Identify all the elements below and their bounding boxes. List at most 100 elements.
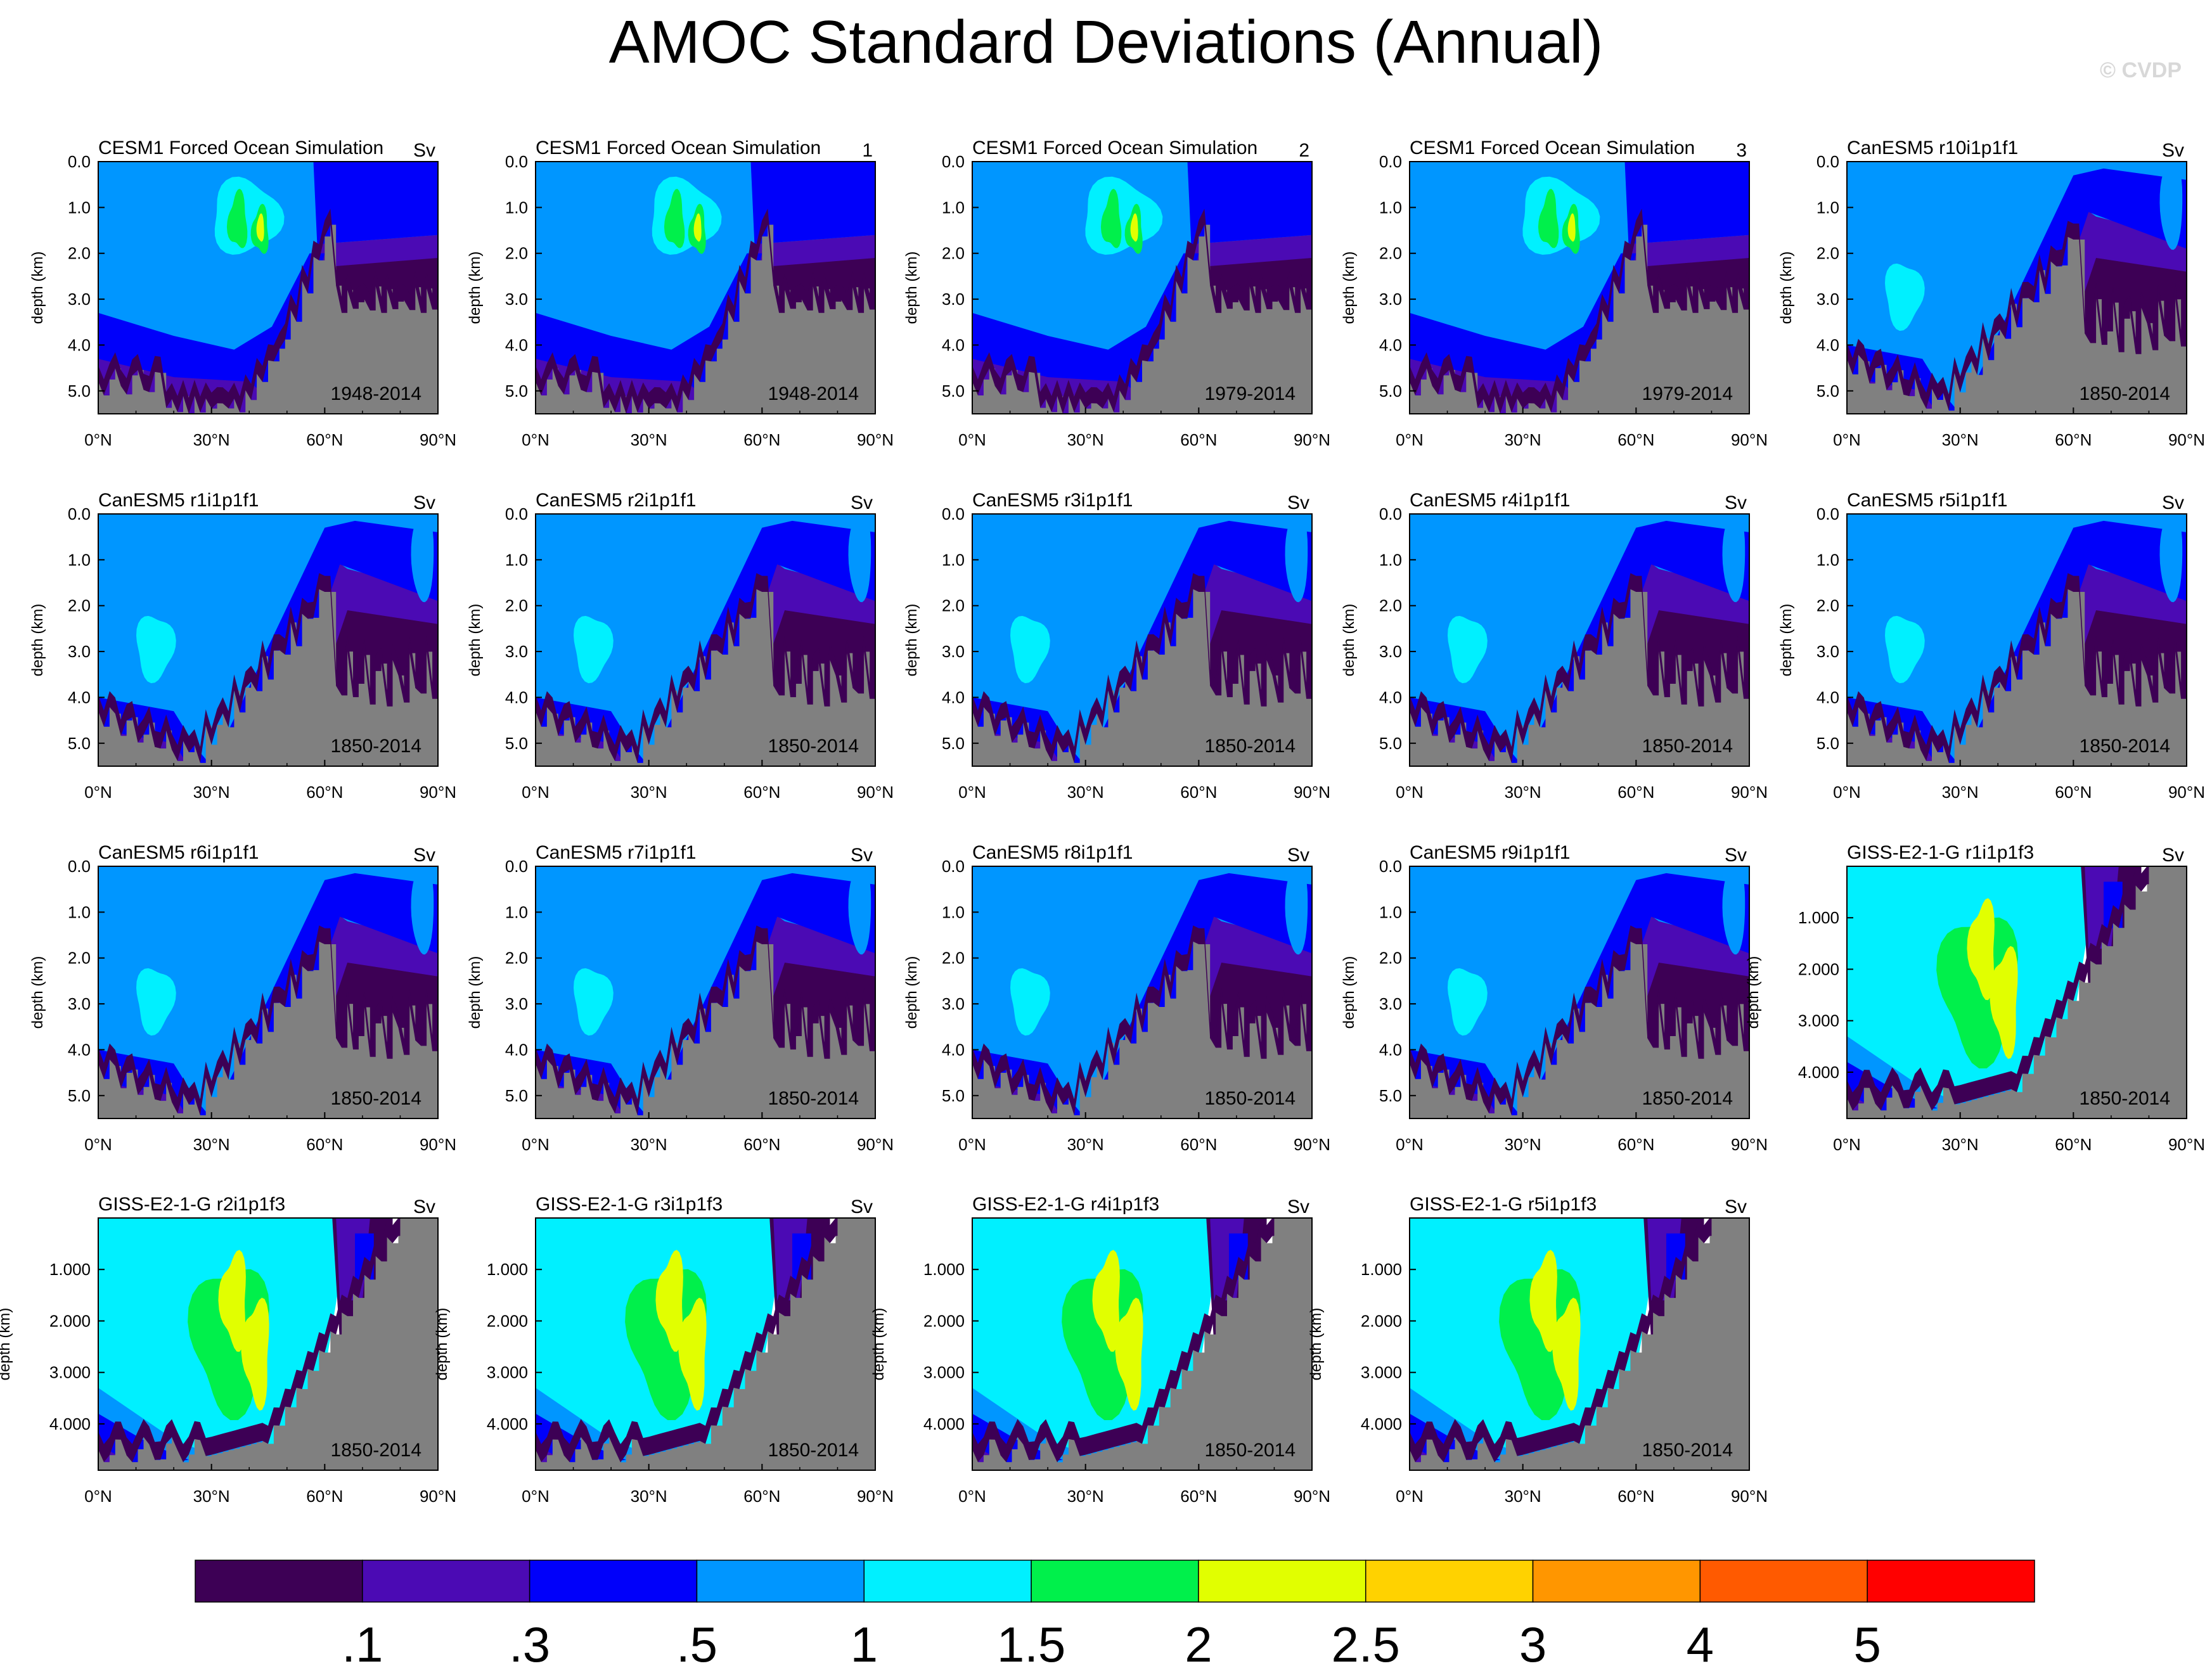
y-tick-label: 3.0: [1817, 290, 1839, 309]
contour-band: [2159, 514, 2183, 603]
plot-frame: [972, 513, 1313, 767]
panel-units: Sv: [2162, 845, 2184, 866]
y-tick-label: 0.0: [1379, 857, 1402, 876]
colorbar-swatch: [1699, 1560, 1868, 1603]
period-label: 1979-2014: [1205, 383, 1296, 404]
y-tick-label: 2.0: [505, 596, 528, 615]
panel-units: Sv: [2162, 492, 2184, 513]
plot-frame: [1409, 866, 1750, 1119]
panel-title: CESM1 Forced Ocean Simulation: [98, 138, 383, 158]
y-tick-label: 1.0: [942, 198, 965, 217]
panel-14: CanESM5 r9i1p1f1 Sv 1850-2014 0.0 1.0 2.0 3.0 4…: [1341, 842, 1768, 1154]
contour-band: [1885, 615, 1925, 684]
x-tick-label: 0°N: [522, 1135, 550, 1154]
x-tick-label: 0°N: [958, 1487, 986, 1506]
y-axis-label: depth (km): [1308, 1308, 1325, 1381]
bottom-band: [536, 1218, 875, 1463]
x-tick-label: 30°N: [1942, 1135, 1979, 1154]
contour-band: [848, 866, 871, 955]
contour-band: [411, 514, 434, 603]
y-tick-label: 3.0: [68, 994, 91, 1013]
y-tick-label: 4.0: [942, 688, 965, 707]
period-label: 1850-2014: [768, 1088, 859, 1109]
plot-frame: [98, 1217, 439, 1471]
x-tick-label: 60°N: [1617, 430, 1654, 449]
plot-frame: [535, 513, 876, 767]
y-tick-label: 5.0: [505, 1086, 528, 1105]
x-tick-label: 90°N: [2168, 430, 2205, 449]
x-tick-label: 0°N: [1396, 430, 1424, 449]
x-tick-label: 60°N: [1617, 1135, 1654, 1154]
contour-band: [1628, 234, 1749, 267]
panel-units: Sv: [413, 492, 435, 513]
contour-band: [1285, 866, 1308, 955]
plot-frame: [972, 1217, 1313, 1471]
contour-band: [1967, 898, 1995, 1001]
contour-band: [241, 1297, 269, 1411]
plot-area: [972, 514, 1312, 766]
period-label: 1948-2014: [331, 383, 421, 404]
contour-band: [1499, 1269, 1581, 1420]
x-tick-label: 90°N: [1294, 430, 1330, 449]
y-tick-label: 5.0: [1817, 381, 1839, 401]
contour-band: [1552, 1297, 1581, 1411]
x-tick-label: 90°N: [857, 783, 894, 802]
plot-frame: [1846, 866, 2187, 1119]
x-tick-label: 90°N: [1731, 430, 1768, 449]
panel-units: 2: [1299, 140, 1309, 161]
x-tick-label: 0°N: [1396, 1487, 1424, 1506]
y-tick-label: 3.0: [505, 642, 528, 661]
contour-band: [1538, 188, 1559, 248]
y-tick-label: 5.0: [1817, 734, 1839, 753]
y-tick-label: 1.000: [487, 1260, 528, 1279]
y-tick-label: 4.0: [942, 1040, 965, 1059]
panel-units: Sv: [1287, 492, 1309, 513]
contour-band: [848, 514, 871, 603]
bathymetry: [98, 1236, 438, 1470]
x-tick-label: 30°N: [1505, 430, 1541, 449]
x-tick-label: 30°N: [1505, 783, 1541, 802]
colorbar-swatch: [1031, 1560, 1199, 1603]
panel-title: CESM1 Forced Ocean Simulation: [536, 138, 821, 158]
x-tick-label: 90°N: [1731, 783, 1768, 802]
land-mask: [2149, 866, 2187, 1119]
y-tick-label: 1.0: [942, 550, 965, 569]
y-tick-label: 5.0: [1379, 381, 1402, 401]
y-tick-label: 2.0: [505, 949, 528, 968]
plot-area: [1410, 162, 1749, 414]
x-tick-label: 90°N: [1294, 1135, 1330, 1154]
y-tick-label: 1.0: [1379, 198, 1402, 217]
panel-10: CanESM5 r5i1p1f1 Sv 1850-2014 0.0 1.0 2.0 3.0 4…: [1778, 490, 2205, 802]
y-tick-label: 1.0: [68, 550, 91, 569]
y-tick-label: 1.0: [1379, 550, 1402, 569]
contour-band: [136, 615, 176, 684]
x-tick-label: 60°N: [1617, 1487, 1654, 1506]
x-tick-label: 90°N: [420, 1135, 456, 1154]
x-tick-label: 0°N: [84, 1487, 112, 1506]
plot-frame: [98, 513, 439, 767]
colorbar-swatch: [362, 1560, 530, 1603]
plot-area: [98, 1218, 438, 1470]
x-tick-label: 0°N: [84, 1135, 112, 1154]
panel-7: CanESM5 r2i1p1f1 Sv 1850-2014 0.0 1.0 2.0 3.0 4…: [466, 490, 894, 802]
y-tick-label: 2.0: [942, 949, 965, 968]
y-tick-label: 4.0: [68, 1040, 91, 1059]
y-axis-label: depth (km): [434, 1308, 451, 1381]
y-tick-label: 0.0: [1379, 504, 1402, 523]
y-tick-label: 0.0: [68, 152, 91, 171]
contour-band: [1187, 162, 1312, 245]
y-tick-label: 2.000: [487, 1311, 528, 1330]
period-label: 1850-2014: [1642, 1440, 1733, 1461]
period-label: 1850-2014: [1205, 736, 1296, 757]
land-mask: [400, 1218, 438, 1470]
y-tick-label: 4.0: [1817, 688, 1839, 707]
y-tick-label: 4.000: [487, 1414, 528, 1433]
plot-frame: [972, 866, 1313, 1119]
plot-frame: [535, 866, 876, 1119]
contour-band: [1010, 968, 1050, 1036]
x-tick-label: 30°N: [1505, 1135, 1541, 1154]
y-tick-label: 5.0: [942, 381, 965, 401]
x-tick-label: 30°N: [193, 1487, 230, 1506]
panel-8: CanESM5 r3i1p1f1 Sv 1850-2014 0.0 1.0 2.0 3.0 4…: [903, 490, 1330, 802]
panel-title: CanESM5 r1i1p1f1: [98, 490, 259, 511]
